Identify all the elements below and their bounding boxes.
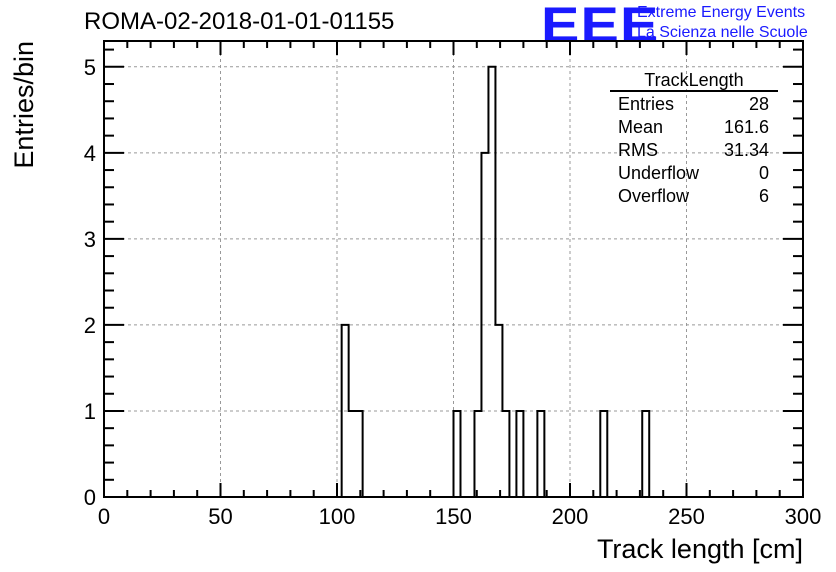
y-tick-label: 3 [84, 227, 96, 252]
stats-label: Mean [618, 117, 663, 137]
histogram-bin [454, 411, 461, 497]
logo-subtitle-line-1: Extreme Energy Events [637, 4, 806, 21]
x-tick-label: 250 [668, 504, 705, 529]
stats-box-title: TrackLength [644, 70, 743, 90]
axis-ticks [103, 41, 804, 498]
stats-value: 28 [749, 94, 769, 114]
x-tick-label: 150 [435, 504, 472, 529]
x-tick-label: 50 [208, 504, 232, 529]
y-tick-label: 4 [84, 141, 96, 166]
stats-box: TrackLength Entries 28 Mean 161.6 RMS 31.34 Und… [610, 70, 778, 206]
chart-title: ROMA-02-2018-01-01-01155 [84, 8, 395, 35]
histogram-bin [537, 411, 544, 497]
y-tick-label: 1 [84, 399, 96, 424]
histogram-bin [356, 411, 363, 497]
x-tick-label: 0 [98, 504, 110, 529]
histogram-bin [474, 411, 481, 497]
x-tick-label: 200 [552, 504, 589, 529]
stats-label: RMS [618, 140, 658, 160]
y-tick-label: 0 [84, 485, 96, 510]
stats-label: Entries [618, 94, 674, 114]
stats-value: 6 [759, 186, 769, 206]
histogram-bin [349, 411, 356, 497]
logo-subtitle-line-2: La Scienza nelle Scuole [637, 24, 808, 41]
stats-value: 0 [759, 163, 769, 183]
stats-label: Underflow [618, 163, 700, 183]
stats-value: 31.34 [724, 140, 769, 160]
histogram-bin [642, 411, 649, 497]
histogram-outline [340, 65, 651, 497]
histogram-bin [516, 411, 523, 497]
x-tick-label: 300 [785, 504, 822, 529]
stats-label: Overflow [618, 186, 690, 206]
x-axis-label: Track length [cm] [597, 534, 803, 564]
histogram-bin [600, 411, 607, 497]
eee-logo: EEE [541, 0, 660, 53]
histogram-bin [502, 411, 509, 497]
tick-labels: 0 50 100 150 200 250 300 0 1 2 3 4 5 [84, 55, 822, 529]
y-axis-label: Entries/bin [9, 41, 39, 169]
histogram-bin [488, 67, 495, 497]
x-tick-label: 100 [319, 504, 356, 529]
y-tick-label: 5 [84, 55, 96, 80]
y-tick-label: 2 [84, 313, 96, 338]
stats-value: 161.6 [724, 117, 769, 137]
